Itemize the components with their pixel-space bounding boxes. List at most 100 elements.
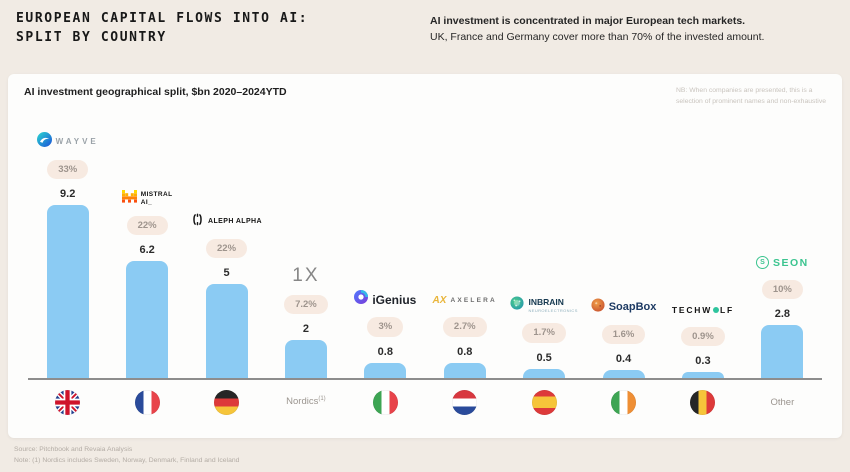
axelera-wordmark: AXELERA	[450, 296, 497, 304]
flag-germany-icon	[214, 389, 240, 415]
soapbox-icon	[591, 298, 605, 317]
bar-value-label: 5	[223, 267, 230, 279]
bar-spain	[523, 368, 566, 378]
chart-column-spain: INBRAIN neuroelectronics 1.7% 0.5	[504, 296, 583, 378]
seon-wordmark: SEON	[772, 256, 809, 269]
axis-label-netherlands	[425, 389, 504, 415]
chart-column-italy: iGenius 3% 0.8	[346, 290, 425, 378]
chart-column-germany: ALEPH ALPHA 22% 5	[187, 213, 266, 378]
share-badge: 7.2%	[284, 294, 328, 315]
bar-italy	[364, 362, 407, 378]
bar-other	[761, 325, 804, 378]
axis-label-nordics: Nordics(1)	[266, 396, 345, 407]
igenius-logo: iGenius	[354, 290, 416, 309]
footnotes: Source: Pitchbook and Revaia Analysis No…	[14, 444, 239, 467]
chart-column-other: S SEON 10% 2.8	[743, 254, 822, 378]
flag-uk-icon	[55, 389, 81, 415]
axelera-logo: AX AXELERA	[433, 291, 497, 309]
key-message-bold: AI investment is concentrated in major E…	[430, 15, 746, 27]
axis-label-other: Other	[743, 397, 822, 408]
wayve-wordmark: WAYVE	[55, 137, 99, 147]
page-title-line2: SPLIT BY COUNTRY	[16, 29, 167, 45]
other-label: Other	[770, 396, 795, 408]
inbrain-wordmark-main: INBRAIN	[528, 297, 564, 308]
flag-belgium-icon	[690, 389, 716, 415]
share-badge: 22%	[206, 238, 248, 258]
bar-belgium	[681, 372, 724, 378]
mistral-wordmark-line1: MISTRAL	[140, 191, 173, 199]
techwolf-o-icon	[713, 306, 720, 313]
inbrain-wordmark-sub: neuroelectronics	[528, 307, 578, 313]
bar-germany	[205, 284, 248, 378]
share-badge: 0.9%	[681, 326, 725, 346]
flag-france-icon	[134, 389, 160, 415]
seon-icon: S	[755, 256, 769, 270]
axis-label-italy	[346, 389, 425, 415]
techwolf-wordmark-pre: TECHW	[671, 304, 713, 315]
mistral-wordmark-line2: AI_	[140, 198, 153, 206]
bar-netherlands	[443, 362, 486, 378]
share-badge: 33%	[47, 159, 89, 180]
bar-value-label: 0.8	[457, 345, 473, 358]
chart-title: AI investment geographical split, $bn 20…	[24, 86, 287, 98]
inbrain-logo: INBRAIN neuroelectronics	[510, 296, 577, 315]
key-message-detail: UK, France and Germany cover more than 7…	[430, 31, 765, 44]
aleph-alpha-icon	[191, 213, 204, 231]
seon-logo: S SEON	[755, 254, 809, 272]
nordics-note: Note: (1) Nordics includes Sweden, Norwa…	[14, 457, 240, 465]
bar-nordics	[284, 340, 327, 378]
bar-value-label: 0.5	[536, 351, 552, 364]
chart-column-nordics: 1X 7.2% 2	[266, 265, 345, 378]
igenius-wordmark: iGenius	[372, 292, 417, 307]
chart-column-netherlands: AX AXELERA 2.7% 0.8	[425, 291, 504, 378]
key-message: AI investment is concentrated in major E…	[430, 10, 830, 64]
inbrain-wordmark: INBRAIN neuroelectronics	[528, 297, 578, 313]
techwolf-wordmark-post: LF	[720, 304, 735, 315]
axis-label-france	[107, 389, 186, 415]
chart-column-uk: WAYVE 33% 9.2	[28, 131, 107, 378]
axis-label-belgium	[663, 389, 742, 415]
mistral-wordmark: MISTRAL AI_	[141, 191, 173, 206]
page-header: EUROPEAN CAPITAL FLOWS INTO AI: SPLIT BY…	[0, 0, 850, 68]
bar-value-label: 6.2	[139, 244, 155, 257]
bar-uk	[46, 205, 89, 378]
aleph-alpha-logo: ALEPH ALPHA	[191, 213, 262, 231]
flag-netherlands-icon	[452, 389, 478, 415]
share-badge: 1.7%	[522, 323, 566, 343]
share-badge: 2.7%	[442, 317, 487, 337]
page-title-line1: EUROPEAN CAPITAL FLOWS INTO AI:	[16, 11, 309, 26]
source-note: Source: Pitchbook and Revaia Analysis	[14, 445, 133, 453]
wayve-icon	[36, 131, 52, 152]
igenius-icon	[354, 290, 369, 309]
bar-value-label: 0.3	[695, 355, 711, 367]
axis-label-uk	[28, 389, 107, 415]
axis-label-germany	[187, 389, 266, 415]
share-badge: 1.6%	[601, 324, 646, 345]
chart-card: AI investment geographical split, $bn 20…	[8, 74, 842, 438]
mistral-logo: MISTRAL AI_	[121, 189, 173, 208]
flag-spain-icon	[531, 389, 557, 415]
share-badge: 22%	[126, 215, 168, 236]
techwolf-wordmark: TECHW LF	[672, 305, 734, 315]
x-axis-labels: Nordics(1) Other	[28, 380, 822, 424]
share-badge: 10%	[761, 279, 803, 300]
chart-footnote: NB: When companies are presented, this i…	[676, 87, 826, 105]
bar-value-label: 9.2	[60, 188, 76, 201]
chart-column-ireland: SoapBox 1.6% 0.4	[584, 298, 663, 378]
onex-logo: 1X	[292, 265, 319, 287]
bar-ireland	[602, 370, 645, 378]
flag-italy-icon	[372, 389, 398, 415]
bar-value-label: 2	[302, 323, 309, 336]
soapbox-logo: SoapBox	[591, 298, 656, 317]
mistral-icon	[121, 189, 137, 208]
techwolf-logo: TECHW LF	[672, 301, 734, 319]
wayve-logo: WAYVE	[36, 131, 99, 152]
flag-ireland-icon	[611, 389, 637, 415]
inbrain-icon	[510, 296, 525, 315]
bar-value-label: 0.8	[377, 345, 393, 358]
bar-value-label: 2.8	[774, 308, 790, 321]
share-badge: 3%	[367, 317, 404, 337]
bar-chart: WAYVE 33% 9.2 MISTRAL AI_ 22% 6.2 ALEP	[28, 110, 822, 380]
aleph-alpha-wordmark: ALEPH ALPHA	[208, 218, 262, 225]
chart-column-belgium: TECHW LF 0.9% 0.3	[663, 301, 742, 378]
